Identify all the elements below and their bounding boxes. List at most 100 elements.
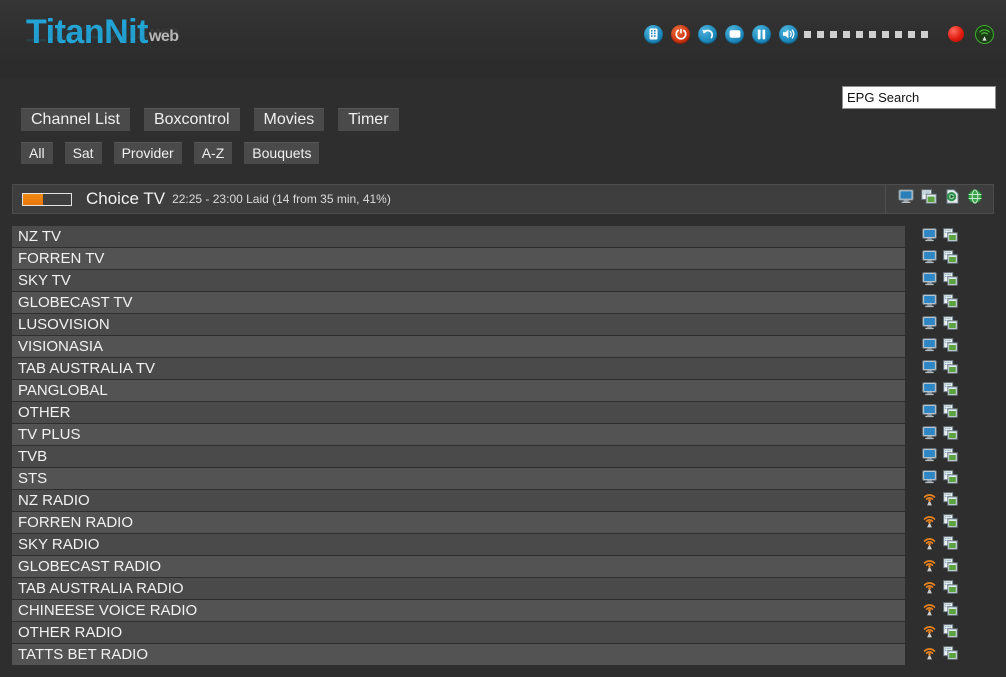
channel-row-label[interactable]: NZ TV xyxy=(12,226,905,247)
bouquet-list-icon[interactable] xyxy=(943,624,958,643)
radio-antenna-icon[interactable] xyxy=(922,646,937,665)
channel-row[interactable]: GLOBECAST RADIO xyxy=(0,556,1006,578)
bouquet-list-icon[interactable] xyxy=(943,426,958,445)
monitor-icon[interactable] xyxy=(922,250,937,269)
channel-row[interactable]: TAB AUSTRALIA RADIO xyxy=(0,578,1006,600)
bouquet-list-icon[interactable] xyxy=(943,492,958,511)
volume-step[interactable] xyxy=(921,30,928,38)
monitor-icon[interactable] xyxy=(922,316,937,335)
bouquet-copy-icon[interactable] xyxy=(921,189,937,209)
channel-row[interactable]: VISIONASIA xyxy=(0,336,1006,358)
subtab-bouquets[interactable]: Bouquets xyxy=(244,142,320,164)
volume-step[interactable] xyxy=(895,30,902,38)
bouquet-list-icon[interactable] xyxy=(943,382,958,401)
radio-antenna-icon[interactable] xyxy=(922,580,937,599)
channel-row-label[interactable]: OTHER xyxy=(12,402,905,423)
speaker-icon[interactable] xyxy=(779,24,798,44)
epg-search-input[interactable] xyxy=(842,86,996,109)
bouquet-list-icon[interactable] xyxy=(943,514,958,533)
bouquet-list-icon[interactable] xyxy=(943,294,958,313)
channel-row-label[interactable]: STS xyxy=(12,468,905,489)
monitor-icon[interactable] xyxy=(922,360,937,379)
tab-movies[interactable]: Movies xyxy=(253,108,325,131)
channel-row[interactable]: SKY RADIO xyxy=(0,534,1006,556)
channel-row-label[interactable]: TATTS BET RADIO xyxy=(12,644,905,665)
monitor-icon[interactable] xyxy=(922,228,937,247)
volume-step[interactable] xyxy=(843,30,850,38)
tab-boxcontrol[interactable]: Boxcontrol xyxy=(143,108,240,131)
volume-step[interactable] xyxy=(908,30,915,38)
remote-control-icon[interactable] xyxy=(644,24,663,44)
monitor-icon[interactable] xyxy=(922,404,937,423)
channel-row[interactable]: STS xyxy=(0,468,1006,490)
pause-icon[interactable] xyxy=(752,24,771,44)
channel-row[interactable]: TV PLUS xyxy=(0,424,1006,446)
power-icon[interactable] xyxy=(671,24,690,44)
channel-row-label[interactable]: FORREN TV xyxy=(12,248,905,269)
channel-row[interactable]: LUSOVISION xyxy=(0,314,1006,336)
radio-antenna-icon[interactable] xyxy=(922,602,937,621)
channel-row-label[interactable]: LUSOVISION xyxy=(12,314,905,335)
channel-row-label[interactable]: PANGLOBAL xyxy=(12,380,905,401)
bouquet-list-icon[interactable] xyxy=(943,250,958,269)
bouquet-list-icon[interactable] xyxy=(943,580,958,599)
channel-row[interactable]: NZ RADIO xyxy=(0,490,1006,512)
channel-row-label[interactable]: FORREN RADIO xyxy=(12,512,905,533)
bouquet-list-icon[interactable] xyxy=(943,228,958,247)
radio-antenna-icon[interactable] xyxy=(922,536,937,555)
monitor-icon[interactable] xyxy=(922,382,937,401)
radio-antenna-icon[interactable] xyxy=(922,624,937,643)
channel-row[interactable]: OTHER xyxy=(0,402,1006,424)
channel-row[interactable]: TATTS BET RADIO xyxy=(0,644,1006,666)
channel-row[interactable]: FORREN TV xyxy=(0,248,1006,270)
radio-antenna-icon[interactable] xyxy=(922,558,937,577)
subtab-provider[interactable]: Provider xyxy=(113,142,182,164)
back-icon[interactable] xyxy=(698,24,717,44)
channel-row-label[interactable]: GLOBECAST RADIO xyxy=(12,556,905,577)
bouquet-list-icon[interactable] xyxy=(943,448,958,467)
bouquet-list-icon[interactable] xyxy=(943,404,958,423)
volume-step[interactable] xyxy=(869,30,876,38)
tab-timer[interactable]: Timer xyxy=(338,108,399,131)
web-globe-icon[interactable] xyxy=(967,189,983,209)
bouquet-list-icon[interactable] xyxy=(943,470,958,489)
monitor-icon[interactable] xyxy=(922,294,937,313)
channel-row-label[interactable]: TV PLUS xyxy=(12,424,905,445)
monitor-icon[interactable] xyxy=(922,470,937,489)
channel-row-label[interactable]: SKY TV xyxy=(12,270,905,291)
record-dot-icon[interactable] xyxy=(948,26,964,42)
monitor-icon[interactable] xyxy=(922,338,937,357)
signal-antenna-icon[interactable] xyxy=(974,24,994,44)
bouquet-list-icon[interactable] xyxy=(943,602,958,621)
radio-antenna-icon[interactable] xyxy=(922,492,937,511)
bouquet-list-icon[interactable] xyxy=(943,360,958,379)
channel-row[interactable]: TVB xyxy=(0,446,1006,468)
volume-level-indicator[interactable] xyxy=(804,30,934,38)
channel-row-label[interactable]: SKY RADIO xyxy=(12,534,905,555)
volume-step[interactable] xyxy=(830,30,837,38)
channel-row[interactable]: FORREN RADIO xyxy=(0,512,1006,534)
monitor-icon[interactable] xyxy=(922,426,937,445)
bouquet-list-icon[interactable] xyxy=(943,536,958,555)
monitor-icon[interactable] xyxy=(922,272,937,291)
monitor-icon[interactable] xyxy=(922,448,937,467)
screenshot-icon[interactable] xyxy=(725,24,744,44)
channel-row-label[interactable]: CHINEESE VOICE RADIO xyxy=(12,600,905,621)
channel-row[interactable]: OTHER RADIO xyxy=(0,622,1006,644)
channel-row[interactable]: PANGLOBAL xyxy=(0,380,1006,402)
channel-row[interactable]: SKY TV xyxy=(0,270,1006,292)
channel-row[interactable]: NZ TV xyxy=(0,226,1006,248)
channel-row-label[interactable]: NZ RADIO xyxy=(12,490,905,511)
subtab-a-z[interactable]: A-Z xyxy=(193,142,233,164)
bouquet-list-icon[interactable] xyxy=(943,338,958,357)
channel-row[interactable]: GLOBECAST TV xyxy=(0,292,1006,314)
channel-row-label[interactable]: VISIONASIA xyxy=(12,336,905,357)
volume-step[interactable] xyxy=(856,30,863,38)
channel-row-label[interactable]: TAB AUSTRALIA RADIO xyxy=(12,578,905,599)
volume-step[interactable] xyxy=(804,30,811,38)
channel-row[interactable]: CHINEESE VOICE RADIO xyxy=(0,600,1006,622)
channel-row-label[interactable]: TAB AUSTRALIA TV xyxy=(12,358,905,379)
channel-row[interactable]: TAB AUSTRALIA TV xyxy=(0,358,1006,380)
subtab-all[interactable]: All xyxy=(21,142,53,164)
channel-row-label[interactable]: OTHER RADIO xyxy=(12,622,905,643)
